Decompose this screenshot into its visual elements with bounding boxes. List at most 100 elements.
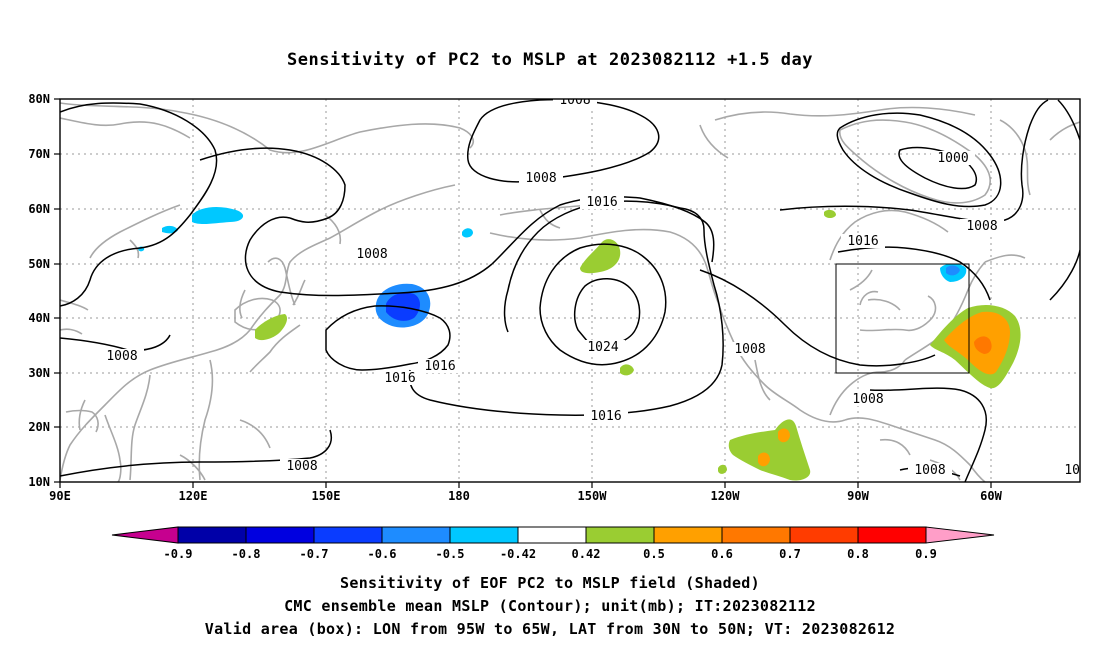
lon-label: 150W bbox=[578, 489, 608, 503]
colorbar-label: -0.7 bbox=[300, 547, 329, 561]
map-title: Sensitivity of PC2 to MSLP at 2023082112… bbox=[286, 50, 813, 70]
lat-label: 40N bbox=[28, 311, 50, 325]
contour-label-bg bbox=[931, 151, 975, 165]
lat-label: 60N bbox=[28, 202, 50, 216]
lon-label: 120W bbox=[711, 489, 741, 503]
colorbar-segment bbox=[585, 526, 655, 544]
contour-label: 1024 bbox=[587, 340, 618, 355]
colorbar-segment bbox=[721, 526, 791, 544]
colorbar-segment bbox=[245, 526, 315, 544]
colorbar-label: -0.42 bbox=[500, 547, 536, 561]
shading-region bbox=[778, 428, 790, 443]
shading-region bbox=[192, 207, 244, 225]
lat-label: 80N bbox=[28, 92, 50, 106]
contour-label-bg bbox=[728, 342, 772, 356]
contour-label: 1016 bbox=[384, 371, 415, 386]
lon-label: 150E bbox=[312, 489, 341, 503]
contour-label-bg bbox=[378, 371, 422, 385]
contour-label-bg bbox=[581, 340, 625, 354]
caption-contour: CMC ensemble mean MSLP (Contour); unit(m… bbox=[284, 597, 816, 615]
contour-label: 1008 bbox=[852, 392, 883, 407]
lat-label: 70N bbox=[28, 147, 50, 161]
colorbar-segment bbox=[653, 526, 723, 544]
colorbar-label: 0.6 bbox=[711, 547, 733, 561]
contour-label: 1008 bbox=[1064, 463, 1095, 478]
lon-label: 90E bbox=[49, 489, 71, 503]
colorbar-segment bbox=[789, 526, 859, 544]
contour-label-bg bbox=[584, 409, 628, 423]
colorbar-segment bbox=[177, 526, 247, 544]
colorbar: -0.9 -0.8 -0.7 -0.6 -0.5 -0.42 0.42 0.5 0.6 0.7 0.… bbox=[111, 526, 995, 561]
contour-label-bg bbox=[350, 247, 394, 261]
lat-label: 50N bbox=[28, 257, 50, 271]
colorbar-segment bbox=[449, 526, 519, 544]
contour-label: 1016 bbox=[424, 359, 455, 374]
colorbar-label: 0.9 bbox=[915, 547, 937, 561]
colorbar-label: 0.8 bbox=[847, 547, 869, 561]
contour-label-bg bbox=[418, 359, 462, 373]
shading-region bbox=[620, 364, 634, 376]
plot-frame bbox=[59, 98, 1081, 483]
shading-region bbox=[462, 228, 473, 238]
lon-label: 180 bbox=[448, 489, 470, 503]
shading-region bbox=[255, 314, 288, 341]
contour-label: 1008 bbox=[356, 247, 387, 262]
contour-label: 1008 bbox=[286, 459, 317, 474]
lon-label: 60W bbox=[980, 489, 1002, 503]
colorbar-segment bbox=[857, 526, 927, 544]
tick-marks bbox=[54, 98, 992, 488]
lat-label: 20N bbox=[28, 420, 50, 434]
lon-label: 120E bbox=[179, 489, 208, 503]
longitude-labels: 90E 120E 150E 180 150W 120W 90W 60W bbox=[49, 489, 1002, 503]
colorbar-label: 0.42 bbox=[572, 547, 601, 561]
caption-shading: Sensitivity of EOF PC2 to MSLP field (Sh… bbox=[340, 574, 760, 592]
plot-area bbox=[60, 99, 1080, 482]
contour-label: 1008 bbox=[525, 171, 556, 186]
colorbar-segment bbox=[313, 526, 383, 544]
shading-region bbox=[162, 225, 178, 234]
contour-label: 1008 bbox=[559, 93, 590, 108]
colorbar-label: 0.7 bbox=[779, 547, 801, 561]
mslp-contours bbox=[60, 99, 1080, 482]
contour-label-bg bbox=[519, 171, 563, 185]
contour-label: 1016 bbox=[847, 234, 878, 249]
shading-region bbox=[974, 336, 992, 354]
lat-label: 30N bbox=[28, 366, 50, 380]
shading-region bbox=[718, 464, 727, 474]
contour-label-bg bbox=[846, 392, 890, 406]
shading-region bbox=[824, 209, 836, 218]
contour-label-bg bbox=[841, 234, 885, 248]
colorbar-label: -0.6 bbox=[368, 547, 397, 561]
shading-region bbox=[946, 265, 960, 276]
colorbar-left-arrow bbox=[111, 526, 179, 544]
contour-labels: 1008 1008 1008 1000 1008 1016 1016 1008 1024 1016… bbox=[100, 93, 1095, 478]
colorbar-segment bbox=[381, 526, 451, 544]
contour-label: 1000 bbox=[937, 151, 968, 166]
sensitivity-shading bbox=[138, 207, 1021, 481]
contour-label-bg bbox=[553, 99, 597, 107]
contour-label: 1008 bbox=[914, 463, 945, 478]
contour-label-bg bbox=[280, 459, 324, 473]
contour-label-bg bbox=[1058, 463, 1080, 477]
contour-label: 1008 bbox=[734, 342, 765, 357]
valid-area-box bbox=[835, 263, 970, 374]
contour-label-bg bbox=[100, 349, 144, 363]
contour-label-bg bbox=[580, 195, 624, 209]
lon-label: 90W bbox=[847, 489, 869, 503]
caption-valid-area: Valid area (box): LON from 95W to 65W, L… bbox=[204, 620, 896, 638]
contour-label-bg bbox=[960, 219, 1004, 233]
colorbar-right-arrow bbox=[925, 526, 995, 544]
coastlines bbox=[60, 102, 1080, 482]
contour-label: 1008 bbox=[106, 349, 137, 364]
contour-label: 1016 bbox=[586, 195, 617, 210]
colorbar-label: -0.9 bbox=[164, 547, 193, 561]
contour-label: 1008 bbox=[966, 219, 997, 234]
lat-label: 10N bbox=[28, 475, 50, 489]
contour-label-bg bbox=[908, 463, 952, 477]
colorbar-label: 0.5 bbox=[643, 547, 665, 561]
colorbar-segment bbox=[517, 526, 587, 544]
shading-region bbox=[580, 239, 621, 274]
colorbar-label: -0.8 bbox=[232, 547, 261, 561]
colorbar-label: -0.5 bbox=[436, 547, 465, 561]
